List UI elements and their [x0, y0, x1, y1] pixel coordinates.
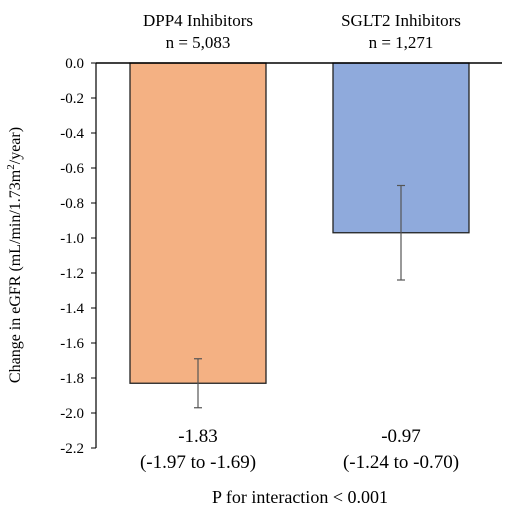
- ci-label: (-1.97 to -1.69): [140, 452, 256, 473]
- y-axis-title-end: /year): [7, 127, 24, 164]
- value-label: -1.83: [178, 426, 218, 447]
- y-tick-label: -0.4: [60, 126, 84, 142]
- bar-dpp4: [129, 62, 267, 384]
- value-label: -0.97: [381, 426, 421, 447]
- y-tick-label: -0.2: [60, 91, 84, 107]
- category-count: n = 5,083: [166, 33, 231, 52]
- y-tick-label: -2.2: [60, 441, 84, 457]
- y-tick-label: -1.8: [60, 371, 84, 387]
- y-tick-label: -2.0: [60, 406, 84, 422]
- y-tick-label: -0.8: [60, 196, 84, 212]
- y-tick-label: -1.6: [60, 336, 84, 352]
- error-bars-layer: [194, 184, 405, 409]
- y-axis-title-superscript: 2: [5, 164, 17, 170]
- category-label: DPP4 Inhibitors: [143, 11, 253, 30]
- y-tick-label: -1.0: [60, 231, 84, 247]
- category-label: SGLT2 Inhibitors: [341, 11, 461, 30]
- category-count: n = 1,271: [369, 33, 434, 52]
- y-tick-label: -0.6: [60, 161, 84, 177]
- ci-label: (-1.24 to -0.70): [343, 452, 459, 473]
- y-axis: 0.0 -0.2 -0.4 -0.6 -0.8 -1.0 -1.2 -1.4 -1.6 -1.8 -…: [60, 56, 502, 457]
- labels-layer: DPP4 Inhibitors n = 5,083 -1.83 (-1.97 to -…: [140, 11, 461, 473]
- y-axis-title-main: Change in eGFR (mL/min/1.73m: [7, 169, 24, 383]
- y-axis-title: Change in eGFR (mL/min/1.73m2/year): [5, 127, 24, 383]
- y-tick-label: -1.2: [60, 266, 84, 282]
- y-tick-label: 0.0: [65, 56, 84, 72]
- interaction-footnote: P for interaction < 0.001: [212, 487, 388, 507]
- y-tick-label: -1.4: [60, 301, 84, 317]
- bars-layer: [129, 62, 470, 384]
